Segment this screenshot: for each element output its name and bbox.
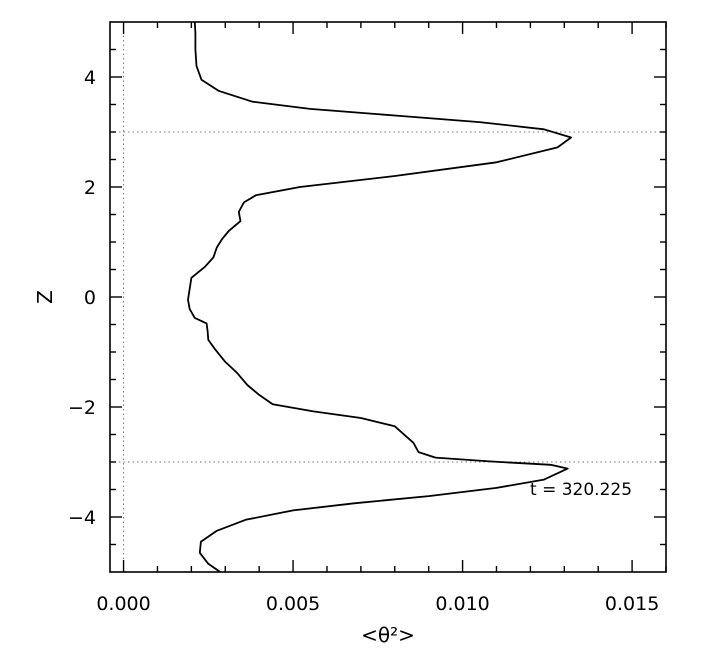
x-tick-label: 0.000	[96, 593, 150, 615]
y-tick-label: 2	[84, 177, 96, 199]
series-line	[187, 21, 572, 573]
y-axis-label: Z	[33, 290, 57, 304]
y-tick-label: −4	[68, 507, 96, 529]
x-tick-label: 0.010	[435, 593, 489, 615]
y-tick-label: 4	[84, 67, 96, 89]
reference-lines	[110, 22, 666, 572]
tick-labels: 0.000 0.005 0.010 0.015 −4 −2 0 2 4	[68, 67, 659, 615]
y-tick-label: 0	[84, 287, 96, 309]
y-tick-label: −2	[68, 397, 96, 419]
x-axis-label: <θ²>	[361, 623, 415, 647]
axis-ticks	[110, 22, 667, 572]
x-tick-label: 0.015	[605, 593, 659, 615]
time-annotation: t = 320.225	[530, 480, 632, 500]
x-tick-label: 0.005	[266, 593, 320, 615]
